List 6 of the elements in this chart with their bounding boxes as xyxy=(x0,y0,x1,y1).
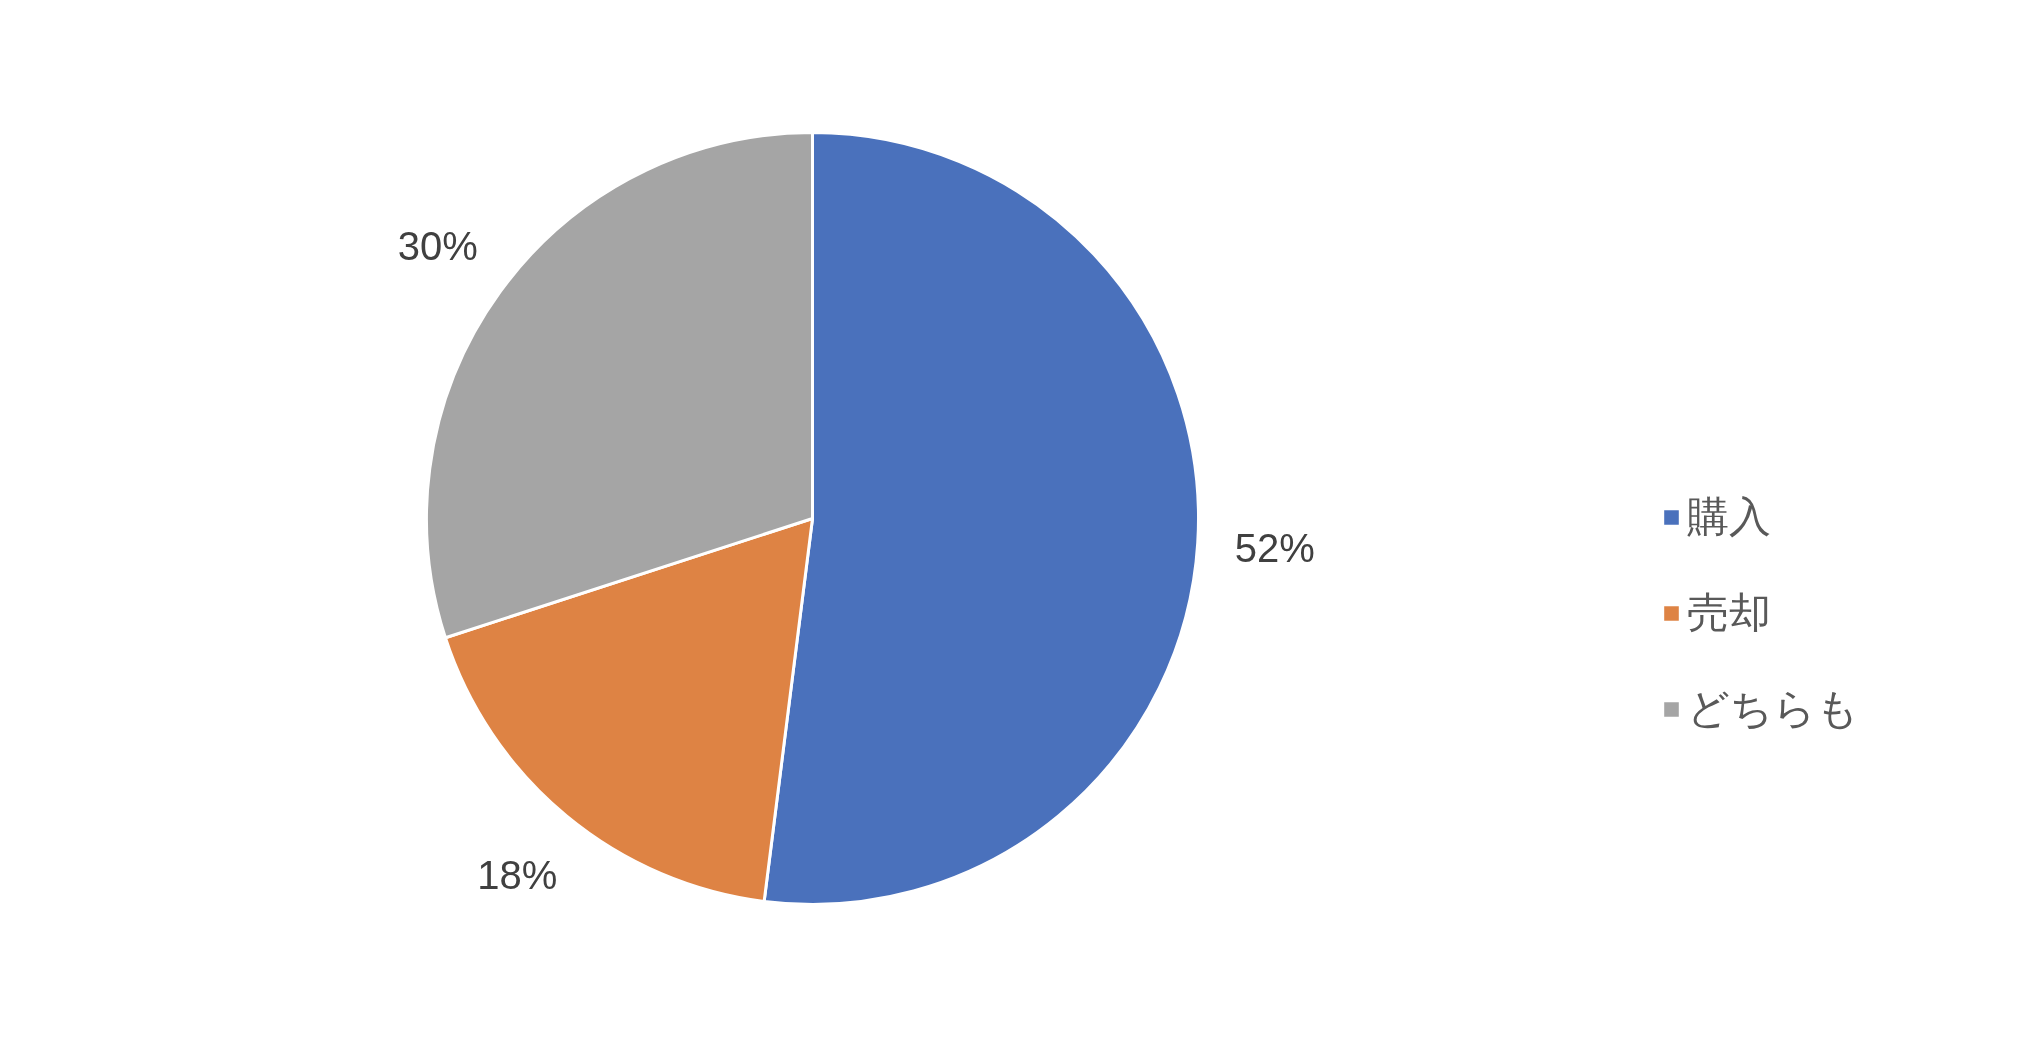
data-label: 52% xyxy=(1234,525,1315,570)
legend-label: 売却 xyxy=(1687,587,1771,639)
data-label: 30% xyxy=(397,224,478,269)
data-label: 18% xyxy=(477,853,558,898)
legend-label: 購入 xyxy=(1687,491,1771,543)
legend-label: どちらも xyxy=(1687,683,1859,735)
